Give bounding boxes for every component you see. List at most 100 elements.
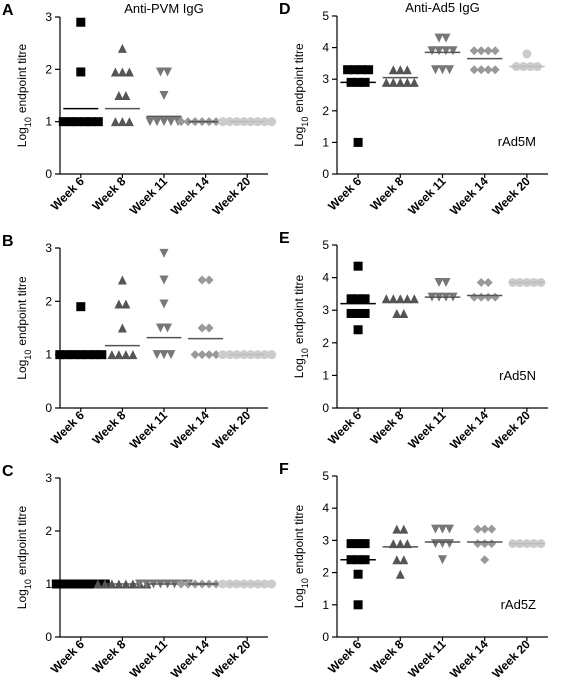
point: [159, 275, 169, 285]
point: [159, 248, 169, 258]
point: [267, 117, 277, 127]
y-tick-label: 0: [322, 167, 329, 181]
point: [480, 524, 490, 534]
y-tick-label: 0: [45, 401, 52, 415]
point: [124, 67, 134, 77]
point: [76, 350, 86, 360]
axis: [59, 478, 268, 638]
point: [204, 350, 214, 360]
y-label-sub: 10: [23, 117, 33, 127]
point: [117, 43, 127, 53]
point: [110, 67, 120, 77]
point: [441, 277, 451, 287]
x-tick-label: Week 14: [168, 408, 212, 452]
y-tick-label: 3: [45, 241, 52, 255]
point: [225, 579, 235, 589]
x-tick-label: Week 14: [168, 637, 212, 681]
y-axis-label: Log10 endpoint titre: [292, 43, 310, 147]
x-tick-label: Week 6: [325, 637, 364, 676]
point: [90, 350, 100, 360]
x-tick-label: Week 8: [90, 637, 129, 676]
point: [58, 117, 68, 127]
point: [353, 325, 363, 335]
y-tick-label: 3: [322, 533, 329, 547]
point: [163, 323, 172, 333]
point: [86, 117, 96, 127]
point: [431, 539, 440, 549]
y-tick-label: 4: [322, 41, 329, 55]
point: [142, 579, 151, 589]
point: [124, 117, 134, 127]
y-tick-label: 5: [322, 238, 329, 252]
y-label-sub: 10: [300, 117, 310, 127]
point: [364, 65, 374, 75]
point: [434, 46, 444, 56]
point: [388, 65, 398, 75]
x-tick-label: Week 11: [405, 637, 448, 680]
y-tick-label: 3: [322, 303, 329, 317]
y-tick-label: 0: [322, 630, 329, 644]
point: [402, 294, 412, 304]
point: [197, 350, 207, 360]
y-tick-label: 5: [322, 469, 329, 483]
y-axis-label: Log10 endpoint titre: [292, 504, 310, 608]
point: [163, 67, 172, 77]
point: [395, 65, 405, 75]
point: [218, 117, 228, 127]
point: [76, 67, 86, 77]
point: [114, 350, 124, 360]
point: [438, 555, 447, 565]
point: [166, 117, 176, 127]
point: [381, 77, 391, 87]
panel-title: Anti-Ad5 IgG: [405, 0, 479, 15]
point: [128, 350, 138, 360]
y-label-main: Log: [15, 127, 29, 147]
y-tick-label: 2: [322, 104, 329, 118]
point: [441, 33, 451, 43]
y-label-rest: endpoint titre: [15, 505, 29, 575]
point: [427, 46, 437, 56]
x-tick-label: Week 8: [90, 174, 129, 213]
point: [93, 117, 103, 127]
point: [343, 65, 353, 75]
y-label-rest: endpoint titre: [292, 504, 306, 574]
point: [445, 65, 454, 75]
point: [58, 579, 68, 589]
point: [434, 277, 444, 287]
point: [476, 46, 486, 56]
y-tick-label: 1: [45, 115, 52, 129]
point: [353, 261, 363, 271]
point: [480, 555, 490, 565]
axis: [336, 245, 548, 409]
point: [183, 117, 193, 127]
point: [388, 77, 398, 87]
point: [469, 46, 479, 56]
point: [360, 539, 370, 549]
point: [260, 117, 270, 127]
panel-letter: B: [2, 233, 14, 250]
y-tick-label: 2: [322, 336, 329, 350]
x-tick-label: Week 6: [325, 408, 364, 447]
point: [218, 350, 228, 360]
y-label-sub: 10: [300, 348, 310, 358]
point: [346, 308, 356, 318]
point: [438, 65, 447, 75]
point: [438, 524, 447, 534]
x-tick-label: Week 14: [168, 174, 212, 218]
panel-title: Anti-PVM IgG: [124, 1, 203, 16]
point: [402, 77, 412, 87]
point: [93, 579, 103, 589]
y-tick-label: 2: [322, 566, 329, 580]
y-tick-label: 0: [45, 167, 52, 181]
point: [159, 299, 169, 309]
point: [166, 350, 176, 360]
point: [357, 65, 367, 75]
panel-letter: D: [279, 1, 291, 18]
point: [62, 350, 72, 360]
point: [152, 350, 162, 360]
y-axis-label: Log10 endpoint titre: [292, 274, 310, 378]
y-tick-label: 0: [322, 401, 329, 415]
point: [399, 308, 409, 318]
annotation: rAd5M: [498, 134, 536, 149]
